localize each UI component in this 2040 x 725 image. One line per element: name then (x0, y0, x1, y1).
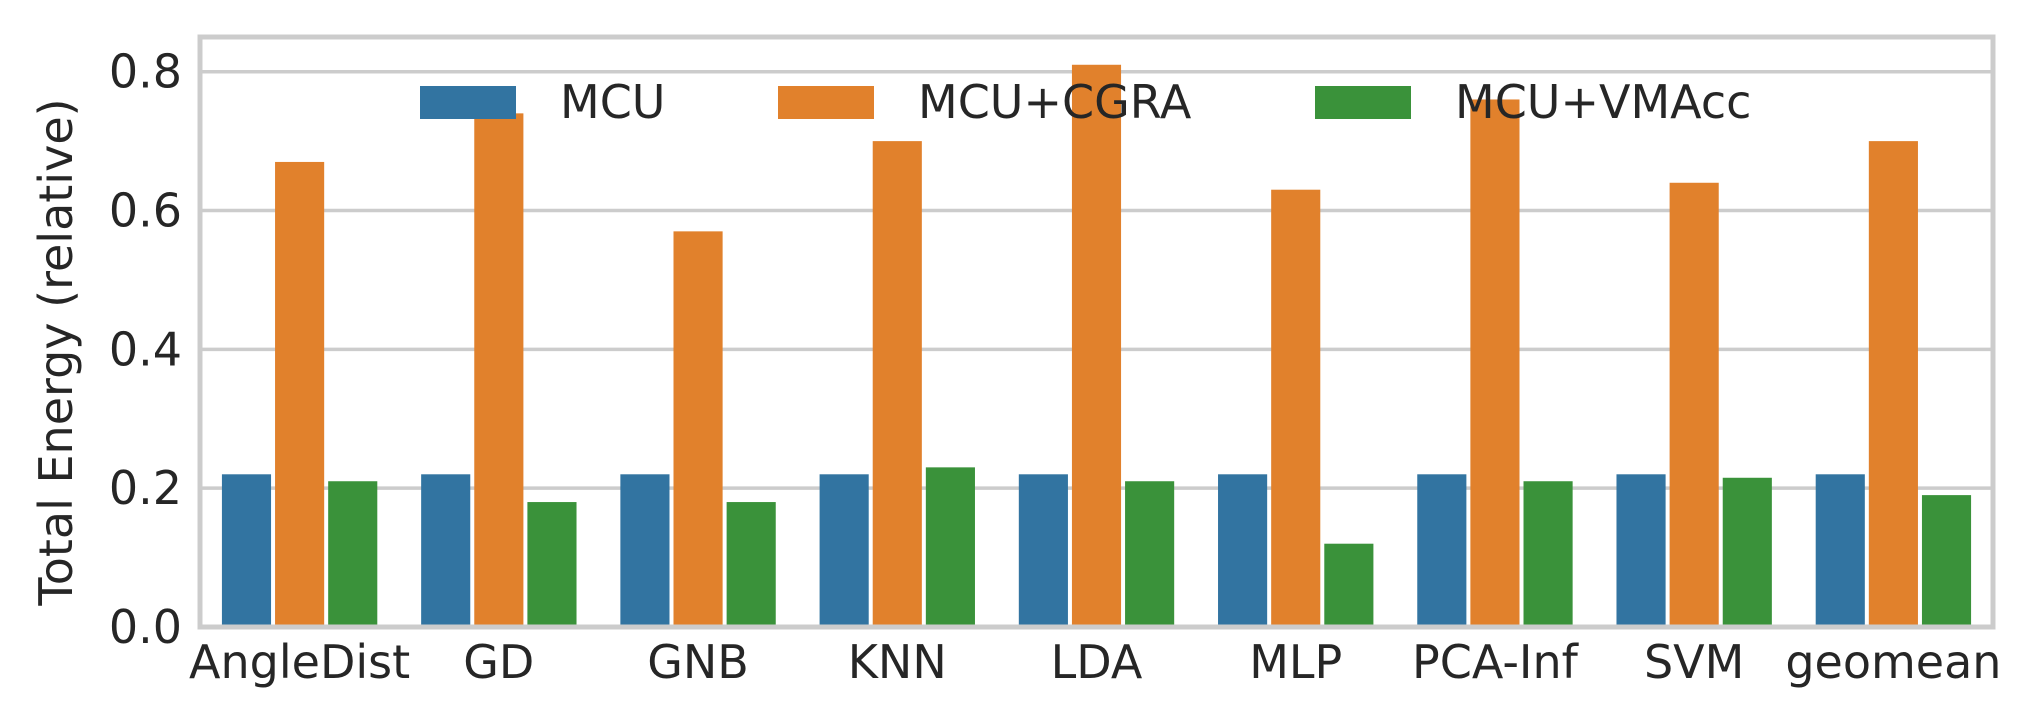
bar-mcu-pca-inf (1417, 474, 1467, 627)
bar-mcu-cgra-svm (1669, 182, 1719, 627)
bar-mcu-cgra-angledist (275, 161, 325, 628)
x-tick-label: LDA (1051, 635, 1143, 689)
bar-mcu-lda (1018, 474, 1068, 627)
bar-mcu-vmacc-geomean (1921, 495, 1972, 627)
bar-mcu-cgra-pca-inf (1470, 99, 1520, 628)
y-tick-label: 0.2 (109, 461, 182, 515)
bar-mcu-geomean (1815, 474, 1865, 627)
bar-mcu-cgra-knn (872, 141, 922, 627)
y-tick-label: 0.0 (109, 600, 182, 654)
x-tick-label: geomean (1785, 635, 2001, 689)
plot-frame (197, 34, 1996, 630)
legend-label: MCU+VMAcc (1455, 75, 1751, 129)
bar-mcu-cgra-gnb (673, 231, 723, 627)
x-tick-label: KNN (848, 635, 947, 689)
bar-mcu-mlp (1218, 474, 1268, 627)
bar-mcu-cgra-geomean (1868, 141, 1918, 627)
bar-mcu-knn (819, 474, 869, 627)
bar-mcu-cgra-mlp (1271, 189, 1321, 628)
bars (221, 64, 1972, 628)
bar-mcu-vmacc-knn (925, 467, 975, 627)
y-tick-label: 0.6 (109, 184, 182, 238)
bar-mcu-cgra-gd (474, 113, 524, 627)
x-tick-label: SVM (1644, 635, 1744, 689)
y-tick-labels: 0.0 0.2 0.4 0.6 0.8 (109, 45, 182, 654)
x-tick-label: MLP (1249, 635, 1342, 689)
legend-label: MCU+CGRA (918, 75, 1192, 129)
bar-mcu-svm (1616, 474, 1666, 627)
legend: MCU MCU+CGRA MCU+VMAcc (420, 75, 1751, 129)
bar-mcu-vmacc-pca-inf (1523, 481, 1573, 627)
bar-mcu-vmacc-gd (527, 502, 577, 627)
x-tick-label: GD (463, 635, 534, 689)
legend-swatch (778, 86, 874, 119)
bar-mcu-vmacc-mlp (1324, 543, 1374, 627)
legend-label: MCU (560, 75, 665, 129)
x-tick-label: AngleDist (189, 635, 410, 689)
bar-mcu-vmacc-lda (1125, 481, 1175, 627)
x-tick-label: PCA-Inf (1412, 635, 1580, 689)
bar-mcu-gnb (620, 474, 670, 627)
legend-swatch (420, 86, 516, 119)
x-tick-labels: AngleDist GD GNB KNN LDA MLP PCA-Inf SVM geomean (189, 635, 2001, 689)
y-tick-label: 0.4 (109, 322, 182, 376)
x-tick-label: GNB (647, 635, 749, 689)
y-axis-label: Total Energy (relative) (29, 98, 83, 606)
bar-mcu-cgra-lda (1071, 64, 1122, 627)
bar-mcu-vmacc-gnb (726, 502, 776, 627)
bar-mcu-vmacc-svm (1722, 477, 1772, 627)
legend-swatch (1315, 86, 1411, 119)
bar-mcu-vmacc-angledist (328, 481, 378, 627)
y-tick-label: 0.8 (109, 45, 182, 99)
bar-mcu-gd (421, 474, 471, 627)
bar-mcu-angledist (221, 474, 272, 627)
